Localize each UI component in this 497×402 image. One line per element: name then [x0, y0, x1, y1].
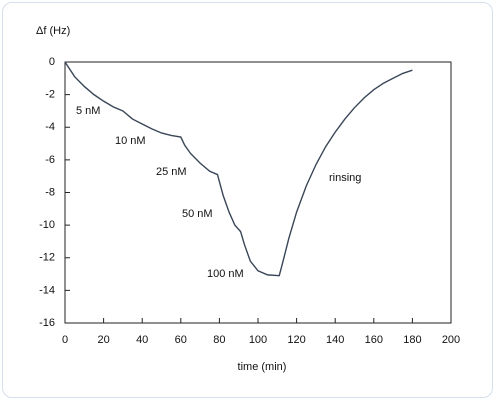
- y-tick-label: -10: [39, 219, 55, 231]
- card: [2, 2, 493, 398]
- y-axis-label: Δf (Hz): [36, 25, 70, 37]
- y-tick-label: -2: [45, 89, 55, 101]
- x-tick-label: 80: [213, 334, 225, 346]
- y-tick-label: 0: [49, 56, 55, 68]
- annotation: 100 nM: [207, 268, 244, 280]
- x-tick-label: 160: [365, 334, 383, 346]
- x-tick-label: 20: [97, 334, 109, 346]
- x-tick-label: 100: [249, 334, 267, 346]
- x-tick-label: 200: [442, 334, 460, 346]
- data-line: [64, 61, 413, 277]
- y-tick-label: -4: [45, 121, 55, 133]
- annotation: 50 nM: [182, 208, 213, 220]
- annotation: 25 nM: [156, 166, 187, 178]
- plot-frame: [64, 61, 452, 324]
- annotation: 5 nM: [76, 105, 100, 117]
- x-tick-label: 180: [403, 334, 421, 346]
- x-tick-label: 60: [175, 334, 187, 346]
- x-axis-label: time (min): [238, 361, 287, 373]
- x-tick-label: 120: [287, 334, 305, 346]
- y-tick-label: -6: [45, 154, 55, 166]
- y-tick-label: -14: [39, 284, 55, 296]
- x-tick-label: 40: [136, 334, 148, 346]
- y-tick-label: -16: [39, 317, 55, 329]
- y-tick-label: -8: [45, 186, 55, 198]
- x-tick-label: 0: [62, 334, 68, 346]
- annotation: rinsing: [329, 172, 361, 184]
- x-tick-label: 140: [326, 334, 344, 346]
- annotation: 10 nM: [115, 135, 146, 147]
- y-tick-label: -12: [39, 252, 55, 264]
